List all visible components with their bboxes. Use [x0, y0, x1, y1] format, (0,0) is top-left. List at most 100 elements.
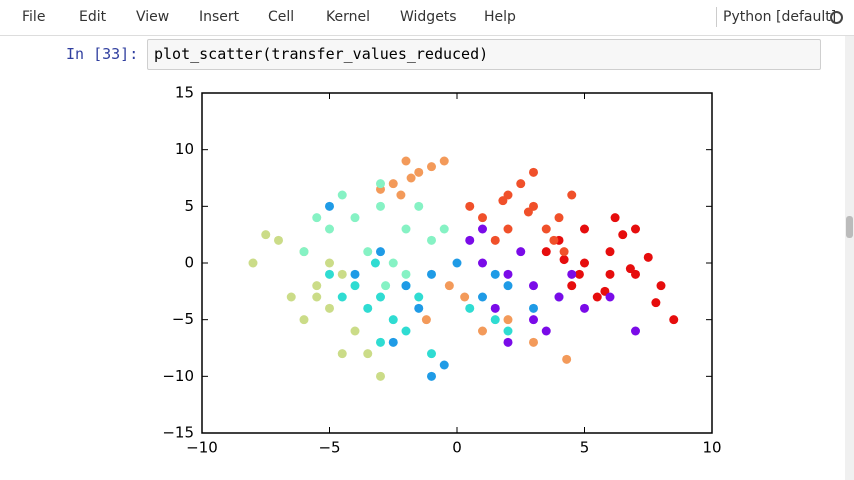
kernel-name[interactable]: Python [default] — [716, 7, 836, 27]
scatter-point — [337, 190, 347, 200]
scatter-point — [388, 258, 398, 268]
menu-item[interactable]: Cell — [268, 9, 295, 25]
scatter-point — [350, 326, 360, 336]
scatter-point — [465, 303, 475, 313]
scatter-point — [274, 235, 283, 245]
scatter-point — [325, 269, 334, 279]
kernel-status — [830, 11, 843, 24]
scatter-point — [541, 326, 551, 336]
scatter-point — [503, 224, 513, 234]
y-tick-label: 10 — [175, 140, 194, 158]
menu-item[interactable]: Widgets — [400, 9, 457, 25]
scatter-point — [388, 337, 398, 347]
scatter-point — [516, 247, 526, 257]
scatter-point — [618, 230, 628, 240]
scatter-point — [350, 281, 360, 291]
scatter-point — [541, 224, 551, 234]
scatter-point — [299, 247, 309, 257]
scatter-point — [669, 315, 679, 325]
x-tick-label: −10 — [186, 439, 218, 457]
cell-prompt: In [33]: — [66, 45, 139, 63]
scatter-point — [605, 247, 615, 257]
scatter-point — [529, 281, 538, 291]
scatter-point — [401, 269, 411, 279]
scatter-point — [554, 213, 564, 223]
menu-bar: File Edit View Insert Cell Kernel Widgets Help — [0, 0, 854, 36]
scatter-point — [414, 201, 424, 211]
menu-item[interactable]: Insert — [199, 9, 240, 25]
scatter-point — [414, 167, 424, 177]
scatter-point — [478, 292, 487, 302]
scatter-point — [363, 349, 373, 359]
code: plot_scatter(transfer_values_reduced) — [154, 45, 489, 63]
scatter-point — [580, 303, 589, 313]
scatter-point — [631, 224, 640, 234]
scatter-point — [406, 173, 416, 183]
scatter-point — [396, 190, 406, 200]
scatter-point — [478, 224, 487, 234]
x-tick-label: 5 — [580, 439, 590, 457]
code-cell[interactable]: plot_scatter(transfer_values_reduced) — [147, 39, 821, 70]
scatter-point — [503, 269, 513, 279]
scatter-point — [427, 349, 436, 359]
scatter-point — [261, 230, 271, 240]
scatter-point — [567, 190, 577, 200]
scatter-point — [299, 315, 309, 325]
scatter-point — [610, 213, 620, 223]
scatter-point — [401, 281, 411, 291]
scatter-point — [559, 255, 569, 265]
scatter-point — [478, 326, 487, 336]
scatter-point — [631, 326, 640, 336]
scatter-point — [643, 252, 653, 262]
scatter-point — [363, 247, 373, 257]
scatter-point — [376, 247, 385, 257]
scatter-point — [444, 281, 454, 291]
scatter-point — [503, 326, 513, 336]
scrollbar[interactable] — [845, 36, 854, 480]
scatter-point — [439, 156, 449, 166]
scatter-point — [503, 281, 513, 291]
scatter-point — [490, 303, 500, 313]
menu-item[interactable]: Kernel — [326, 9, 370, 25]
scatter-point — [465, 235, 475, 245]
scatter-point — [605, 292, 615, 302]
scatter-point — [490, 315, 500, 325]
scatter-point — [414, 303, 424, 313]
scatter-point — [337, 292, 347, 302]
menu-item[interactable]: View — [136, 9, 170, 25]
scatter-point — [605, 269, 615, 279]
x-tick-label: −5 — [318, 439, 340, 457]
scatter-point — [388, 179, 398, 189]
scatter-point — [523, 207, 533, 217]
scatter-point — [388, 315, 398, 325]
scatter-point — [478, 258, 487, 268]
scatter-point — [478, 213, 487, 223]
scatter-point — [312, 281, 322, 291]
scatter-point — [465, 201, 475, 211]
scatter-point — [498, 196, 508, 206]
y-tick-label: −10 — [162, 367, 194, 385]
scatter-point — [574, 269, 584, 279]
scatter-point — [567, 281, 577, 291]
y-tick-label: 15 — [175, 84, 194, 102]
menu-item[interactable]: Edit — [79, 9, 107, 25]
scatter-point — [554, 292, 564, 302]
scatter-point — [376, 201, 385, 211]
scatter-point — [427, 269, 436, 279]
scatter-point — [490, 235, 500, 245]
scatter-point — [549, 235, 559, 245]
scatter-point — [401, 224, 411, 234]
scatter-point — [625, 264, 635, 274]
menu-item[interactable]: File — [22, 9, 46, 25]
scatter-point — [503, 337, 513, 347]
scatter-point — [381, 281, 391, 291]
scatter-point — [592, 292, 602, 302]
scatter-point — [651, 298, 661, 308]
scatter-point — [286, 292, 296, 302]
menu-item[interactable]: Help — [484, 9, 516, 25]
scatter-point — [325, 201, 334, 211]
scatter-point — [376, 179, 385, 189]
scroll-thumb[interactable] — [846, 216, 853, 238]
scatter-point — [312, 213, 322, 223]
scatter-point — [460, 292, 470, 302]
